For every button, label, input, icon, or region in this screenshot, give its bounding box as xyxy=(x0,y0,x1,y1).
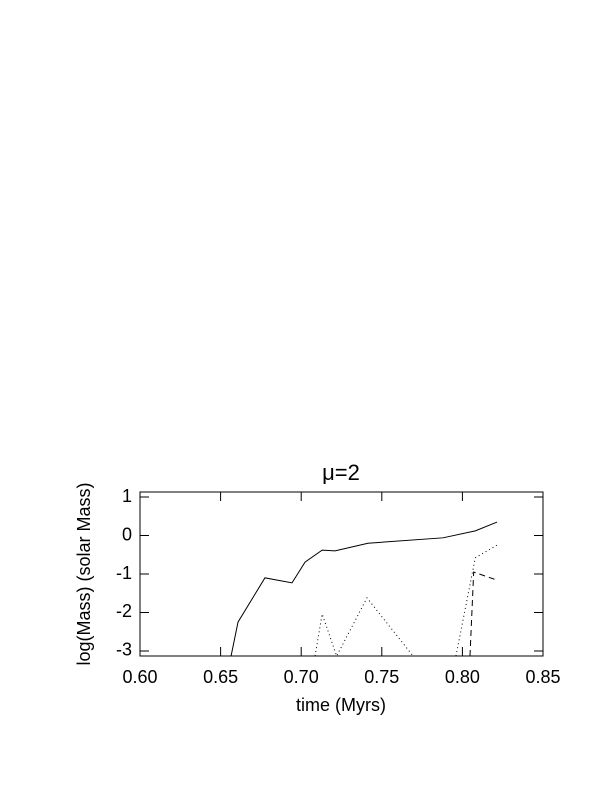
y-tick-label: 1 xyxy=(122,486,132,506)
y-tick-label: -3 xyxy=(116,640,132,660)
x-tick-label: 0.60 xyxy=(122,667,157,687)
x-tick-label: 0.85 xyxy=(525,667,560,687)
chart-title: μ=2 xyxy=(322,460,360,485)
x-axis-label: time (Myrs) xyxy=(296,695,386,715)
data-line xyxy=(469,571,498,656)
y-tick-label: -2 xyxy=(116,601,132,621)
y-axis-label: log(Mass) (solar Mass) xyxy=(74,482,94,665)
data-line xyxy=(230,521,498,656)
plot-frame xyxy=(139,491,544,657)
x-tick-label: 0.70 xyxy=(284,667,319,687)
x-tick-label: 0.65 xyxy=(203,667,238,687)
data-line xyxy=(314,544,498,656)
x-tick-label: 0.80 xyxy=(445,667,480,687)
x-tick-label: 0.75 xyxy=(364,667,399,687)
y-tick-label: 0 xyxy=(122,524,132,544)
y-tick-label: -1 xyxy=(116,563,132,583)
